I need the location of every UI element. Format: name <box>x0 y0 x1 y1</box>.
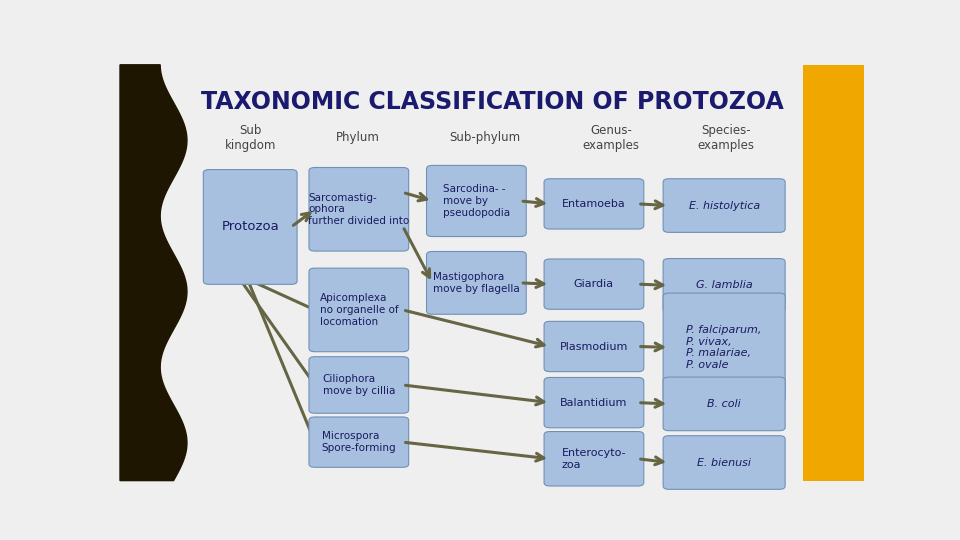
Text: Phylum: Phylum <box>336 131 380 144</box>
FancyBboxPatch shape <box>204 170 297 285</box>
FancyBboxPatch shape <box>663 377 785 431</box>
Text: E. histolytica: E. histolytica <box>688 200 759 211</box>
Text: Sarcodina- -
move by
pseudopodia: Sarcodina- - move by pseudopodia <box>443 184 510 218</box>
Text: G. lamblia: G. lamblia <box>696 280 753 291</box>
Text: Microspora
Spore-forming: Microspora Spore-forming <box>322 431 396 453</box>
FancyBboxPatch shape <box>663 436 785 489</box>
Text: Apicomplexa
no organelle of
locomation: Apicomplexa no organelle of locomation <box>320 293 398 327</box>
FancyBboxPatch shape <box>544 179 644 229</box>
Bar <box>803 65 864 481</box>
FancyBboxPatch shape <box>544 259 644 309</box>
Text: Giardia: Giardia <box>574 279 614 289</box>
FancyBboxPatch shape <box>309 357 409 413</box>
Text: Enterocyto-
zoa: Enterocyto- zoa <box>562 448 626 470</box>
FancyBboxPatch shape <box>663 293 785 402</box>
Text: Mastigophora
move by flagella: Mastigophora move by flagella <box>433 272 519 294</box>
Text: Sub-phylum: Sub-phylum <box>449 131 520 144</box>
Text: Ciliophora
move by cillia: Ciliophora move by cillia <box>323 374 395 396</box>
Text: Balantidium: Balantidium <box>561 397 628 408</box>
FancyBboxPatch shape <box>663 179 785 232</box>
FancyBboxPatch shape <box>309 417 409 467</box>
Polygon shape <box>120 65 187 481</box>
FancyBboxPatch shape <box>544 431 644 486</box>
Text: P. falciparum,
P. vivax,
P. malariae,
P. ovale: P. falciparum, P. vivax, P. malariae, P.… <box>686 325 762 370</box>
Text: Sub
kingdom: Sub kingdom <box>225 124 276 152</box>
FancyBboxPatch shape <box>663 259 785 312</box>
FancyBboxPatch shape <box>544 321 644 372</box>
Text: Sarcomastig-
ophora
further divided into: Sarcomastig- ophora further divided into <box>308 193 410 226</box>
Text: Entamoeba: Entamoeba <box>562 199 626 209</box>
Text: Species-
examples: Species- examples <box>698 124 755 152</box>
Text: E. bienusi: E. bienusi <box>697 457 751 468</box>
FancyBboxPatch shape <box>309 268 409 352</box>
Text: Genus-
examples: Genus- examples <box>583 124 639 152</box>
Text: B. coli: B. coli <box>708 399 741 409</box>
FancyBboxPatch shape <box>426 252 526 314</box>
Text: Protozoa: Protozoa <box>222 220 279 233</box>
FancyBboxPatch shape <box>309 167 409 251</box>
FancyBboxPatch shape <box>426 165 526 237</box>
Text: Plasmodium: Plasmodium <box>560 341 628 352</box>
Text: TAXONOMIC CLASSIFICATION OF PROTOZOA: TAXONOMIC CLASSIFICATION OF PROTOZOA <box>201 90 783 114</box>
FancyBboxPatch shape <box>544 377 644 428</box>
